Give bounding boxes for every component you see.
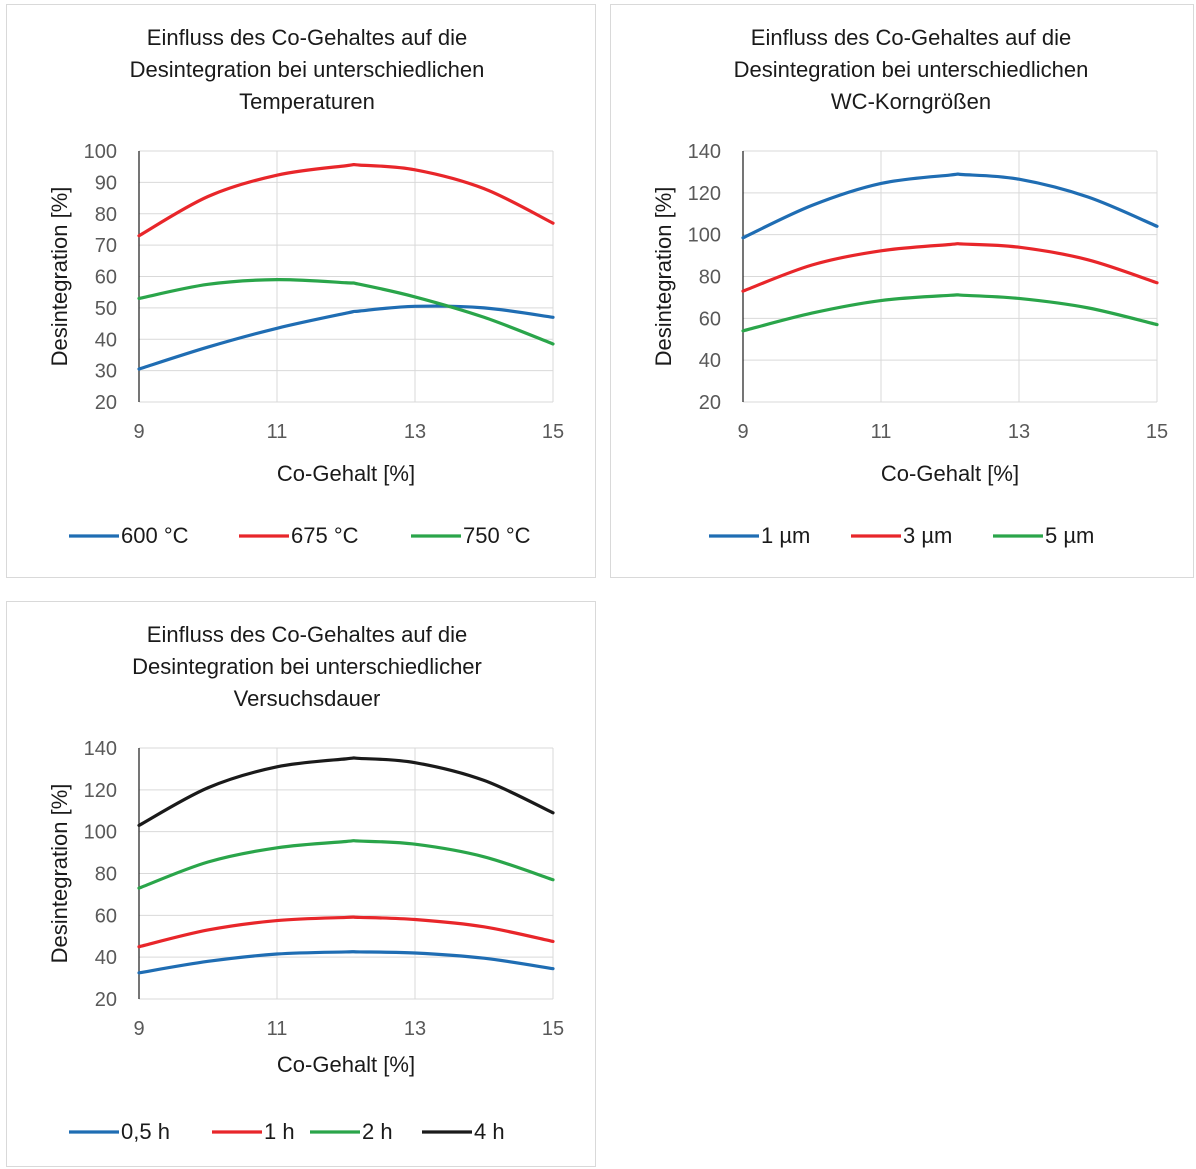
y-axis-label: Desintegration [%] [47,784,72,964]
x-tick-label: 9 [133,421,144,443]
series-line-3 [137,756,555,827]
series-line-2 [741,293,1159,333]
series-line-0 [741,172,1159,240]
x-tick-label: 13 [404,421,426,443]
y-tick-label: 50 [95,298,117,320]
chart-panel-test-duration: Einfluss des Co-Gehaltes auf die Desinteg… [6,601,596,1167]
x-tick-label: 11 [267,1018,288,1040]
legend-label: 0,5 h [121,1119,170,1144]
y-tick-label: 40 [95,329,117,351]
y-tick-label: 40 [699,350,721,372]
y-tick-label: 80 [95,204,117,226]
x-tick-label: 13 [404,1018,426,1040]
chart-title-line: Einfluss des Co-Gehaltes auf die [147,25,467,50]
y-tick-label: 20 [699,392,721,414]
y-tick-label: 80 [95,864,117,886]
x-tick-label: 11 [267,421,288,443]
y-tick-label: 90 [95,172,117,194]
chart-title-line: Temperaturen [239,89,375,114]
y-tick-label: 60 [95,267,117,289]
series-line-2 [137,278,555,346]
y-tick-label: 100 [84,822,117,844]
legend-label: 2 h [362,1119,393,1144]
series-line-1 [137,162,555,238]
series-line-2 [137,839,555,890]
legend-label: 5 µm [1045,523,1094,548]
chart-title-line: Einfluss des Co-Gehaltes auf die [147,622,467,647]
chart-grain-size: Einfluss des Co-Gehaltes auf die Desinteg… [651,25,1168,548]
chart-panel-grain-size: Einfluss des Co-Gehaltes auf die Desinteg… [610,4,1194,578]
x-axis-label: Co-Gehalt [%] [881,461,1019,486]
chart-test-duration: Einfluss des Co-Gehaltes auf die Desinteg… [47,622,564,1144]
x-tick-label: 15 [1146,421,1168,443]
y-tick-label: 60 [699,308,721,330]
series-line-1 [137,915,555,949]
legend-label: 3 µm [903,523,952,548]
legend-label: 1 h [264,1119,295,1144]
y-tick-label: 20 [95,392,117,414]
series-line-1 [741,242,1159,293]
y-tick-label: 120 [688,183,721,205]
chart-panel-temperature: Einfluss des Co-Gehaltes auf die Desinteg… [6,4,596,578]
chart-title-line: WC-Korngrößen [831,89,991,114]
y-tick-label: 140 [688,141,721,163]
chart-title-line: Versuchsdauer [234,686,381,711]
x-tick-label: 11 [871,421,892,443]
y-tick-label: 120 [84,780,117,802]
x-axis-label: Co-Gehalt [%] [277,1052,415,1077]
legend-label: 675 °C [291,523,359,548]
legend-label: 4 h [474,1119,505,1144]
y-axis-label: Desintegration [%] [651,187,676,367]
y-tick-label: 70 [95,235,117,257]
x-tick-label: 13 [1008,421,1030,443]
y-tick-label: 40 [95,947,117,969]
y-tick-label: 80 [699,267,721,289]
x-tick-label: 15 [542,1018,564,1040]
x-tick-label: 15 [542,421,564,443]
chart-title-line: Desintegration bei unterschiedlichen [130,57,485,82]
x-axis-label: Co-Gehalt [%] [277,461,415,486]
x-tick-label: 9 [737,421,748,443]
y-tick-label: 20 [95,989,117,1011]
series-line-0 [137,950,555,975]
chart-title-line: Desintegration bei unterschiedlicher [132,654,482,679]
series-line-0 [137,304,555,371]
chart-temperature: Einfluss des Co-Gehaltes auf die Desinteg… [47,25,564,548]
legend-label: 1 µm [761,523,810,548]
y-tick-label: 100 [84,141,117,163]
y-tick-label: 60 [95,905,117,927]
y-tick-label: 30 [95,361,117,383]
y-tick-label: 140 [84,738,117,760]
legend-label: 750 °C [463,523,531,548]
y-axis-label: Desintegration [%] [47,187,72,367]
x-tick-label: 9 [133,1018,144,1040]
chart-title-line: Einfluss des Co-Gehaltes auf die [751,25,1071,50]
legend-label: 600 °C [121,523,189,548]
y-tick-label: 100 [688,225,721,247]
chart-title-line: Desintegration bei unterschiedlichen [734,57,1089,82]
